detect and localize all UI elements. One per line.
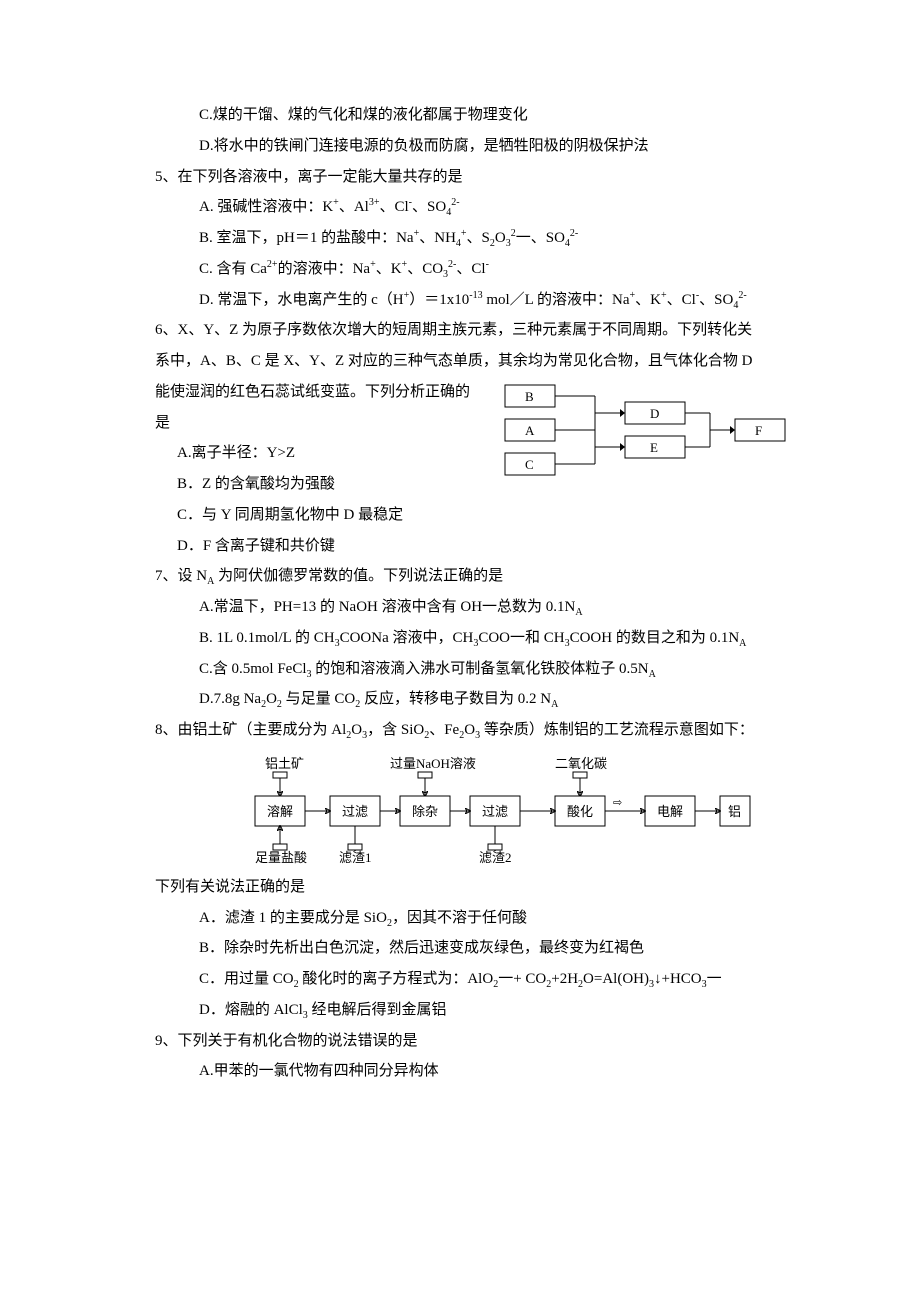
svg-text:酸化: 酸化	[567, 804, 593, 819]
svg-text:D: D	[650, 406, 659, 421]
svg-text:E: E	[650, 440, 658, 455]
q8-flowchart: 铝土矿 过量NaOH溶液 二氧化碳 溶解 过滤 除杂 过滤 酸化 电解	[235, 756, 755, 866]
q5-option-b: B. 室温下，pH＝1 的盐酸中：Na+、NH4+、S2O32一、SO42-	[155, 223, 810, 254]
q7-stem: 7、设 NA 为阿伏伽德罗常数的值。下列说法正确的是	[155, 561, 810, 592]
q7-option-c: C.含 0.5mol FeCl3 的饱和溶液滴入沸水可制备氢氧化铁胶体粒子 0.…	[155, 654, 810, 685]
q5-stem: 5、在下列各溶液中，离子一定能大量共存的是	[155, 162, 810, 193]
q6-stem-line4: 是	[155, 408, 485, 439]
svg-text:溶解: 溶解	[267, 804, 293, 819]
q6-option-a: A.离子半径：Y>Z	[155, 438, 485, 469]
q4-option-c: C.煤的干馏、煤的气化和煤的液化都属于物理变化	[155, 100, 810, 131]
q8-option-c: C．用过量 CO2 酸化时的离子方程式为：AlO2一+ CO2+2H2O=Al(…	[155, 964, 810, 995]
svg-text:B: B	[525, 389, 534, 404]
q4-option-d: D.将水中的铁闸门连接电源的负极而防腐，是牺牲阳极的阴极保护法	[155, 131, 810, 162]
svg-text:⇨: ⇨	[613, 797, 622, 809]
q5-option-d: D. 常温下，水电离产生的 c（H+）＝1x10-13 mol／L 的溶液中：N…	[155, 285, 810, 316]
svg-text:二氧化碳: 二氧化碳	[555, 756, 607, 771]
svg-text:F: F	[755, 423, 762, 438]
q7-option-d: D.7.8g Na2O2 与足量 CO2 反应，转移电子数目为 0.2 NA	[155, 684, 810, 715]
q6-stem-line1: 6、X、Y、Z 为原子序数依次增大的短周期主族元素，三种元素属于不同周期。下列转…	[155, 315, 810, 346]
q8-option-b: B．除杂时先析出白色沉淀，然后迅速变成灰绿色，最终变为红褐色	[155, 933, 810, 964]
q8-stem: 8、由铝土矿（主要成分为 Al2O3，含 SiO2、Fe2O3 等杂质）炼制铝的…	[155, 715, 810, 746]
svg-text:过量NaOH溶液: 过量NaOH溶液	[390, 756, 476, 771]
q6-stem-line3: 能使湿润的红色石蕊试纸变蓝。下列分析正确的	[155, 377, 485, 408]
q7-option-b: B. 1L 0.1mol/L 的 CH3COONa 溶液中，CH3COO一和 C…	[155, 623, 810, 654]
svg-text:电解: 电解	[657, 804, 683, 819]
q5-option-c: C. 含有 Ca2+的溶液中：Na+、K+、CO32-、Cl-	[155, 254, 810, 285]
q9-stem: 9、下列关于有机化合物的说法错误的是	[155, 1026, 810, 1057]
svg-text:足量盐酸: 足量盐酸	[255, 850, 307, 865]
q9-option-a: A.甲苯的一氯代物有四种同分异构体	[155, 1056, 810, 1087]
svg-text:除杂: 除杂	[412, 804, 438, 819]
q7-option-a: A.常温下，PH=13 的 NaOH 溶液中含有 OH一总数为 0.1NA	[155, 592, 810, 623]
q8-option-d: D．熔融的 AlCl3 经电解后得到金属铝	[155, 995, 810, 1026]
svg-text:过滤: 过滤	[482, 804, 508, 819]
q6-diagram: B A C D E F	[485, 377, 810, 497]
svg-text:滤渣2: 滤渣2	[479, 850, 512, 865]
svg-text:过滤: 过滤	[342, 804, 368, 819]
q6-option-b: B．Z 的含氧酸均为强酸	[155, 469, 485, 500]
svg-text:滤渣1: 滤渣1	[339, 850, 372, 865]
q5-option-a: A. 强碱性溶液中：K+、Al3+、Cl-、SO42-	[155, 192, 810, 223]
q8-under: 下列有关说法正确的是	[155, 872, 810, 903]
q8-option-a: A．滤渣 1 的主要成分是 SiO2，因其不溶于任何酸	[155, 903, 810, 934]
q6-option-d: D．F 含离子键和共价键	[155, 531, 810, 562]
q6-option-c: C．与 Y 同周期氢化物中 D 最稳定	[155, 500, 810, 531]
svg-text:C: C	[525, 457, 534, 472]
svg-text:A: A	[525, 423, 535, 438]
svg-text:铝: 铝	[728, 804, 741, 819]
q6-stem-line2: 系中，A、B、C 是 X、Y、Z 对应的三种气态单质，其余均为常见化合物，且气体…	[155, 346, 810, 377]
svg-text:铝土矿: 铝土矿	[265, 756, 304, 771]
